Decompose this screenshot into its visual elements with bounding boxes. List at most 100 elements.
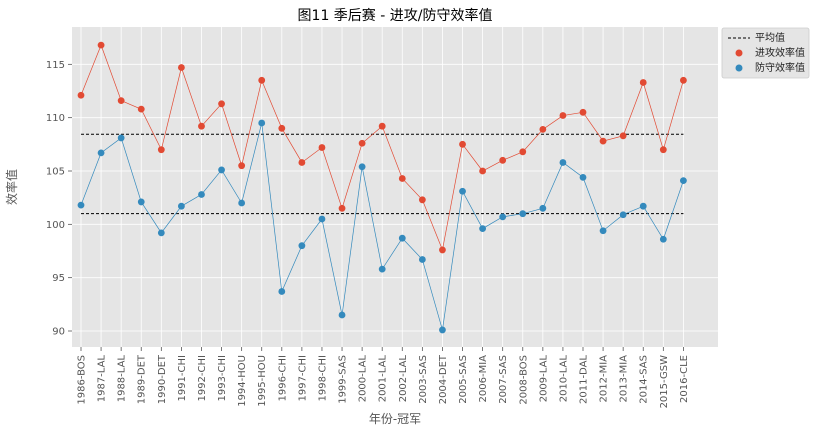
data-point	[378, 265, 386, 273]
data-point	[157, 229, 165, 237]
legend-offense-swatch	[735, 49, 743, 57]
legend-defense-label: 防守效率值	[755, 61, 805, 74]
grid	[72, 27, 718, 347]
data-point	[157, 146, 165, 154]
data-point	[579, 108, 587, 116]
data-point	[418, 256, 426, 263]
data-point	[198, 191, 205, 198]
x-tick-label: 2011-DAL	[579, 355, 590, 404]
x-tick-label: 1995-HOU	[257, 355, 268, 407]
x-axis: 1986-BOS 1987-LAL 1988-LAL 1989-DET 1990-DET…	[77, 347, 690, 408]
data-point	[77, 91, 85, 99]
x-tick-label: 1987-LAL	[97, 355, 108, 403]
data-point	[680, 76, 687, 84]
data-point	[97, 41, 105, 49]
data-point	[318, 144, 326, 151]
x-tick-label: 1998-CHI	[317, 355, 328, 402]
x-tick-label: 2000-LAL	[358, 355, 369, 403]
data-point	[278, 124, 286, 132]
x-axis-title: 年份-冠军	[369, 412, 421, 426]
y-tick-label: 110	[46, 113, 65, 124]
data-point	[639, 79, 647, 86]
x-tick-label: 1989-DET	[137, 354, 148, 404]
data-point	[459, 187, 466, 195]
data-point	[97, 149, 105, 157]
data-point	[619, 211, 627, 219]
x-tick-label: 2005-SAS	[458, 355, 469, 404]
data-point	[77, 201, 85, 209]
data-point	[258, 119, 266, 127]
plot-area	[72, 27, 718, 347]
x-tick-label: 1986-BOS	[77, 355, 88, 405]
data-point	[338, 311, 346, 319]
data-point	[439, 326, 446, 334]
x-tick-label: 2006-MIA	[478, 355, 489, 403]
data-point	[298, 242, 306, 250]
legend-average-label: 平均值	[755, 31, 785, 44]
data-point	[559, 159, 567, 166]
data-point	[619, 132, 627, 140]
data-point	[579, 174, 587, 181]
data-point	[439, 246, 446, 254]
x-tick-label: 1990-DET	[157, 354, 168, 404]
x-tick-label: 1999-SAS	[338, 355, 349, 404]
chart-title: 图11 季后赛 - 进攻/防守效率值	[298, 7, 493, 24]
data-point	[117, 97, 125, 104]
x-tick-label: 1992-CHI	[197, 355, 208, 402]
x-tick-label: 2008-BOS	[518, 355, 529, 405]
x-tick-label: 1997-CHI	[297, 355, 308, 402]
data-point	[539, 204, 547, 212]
data-point	[218, 166, 225, 174]
x-tick-label: 2001-LAL	[378, 355, 389, 403]
series-layer	[77, 41, 687, 334]
data-point	[398, 175, 406, 182]
series-defense	[77, 119, 687, 334]
data-point	[499, 213, 507, 221]
data-point	[178, 64, 185, 71]
data-point	[338, 204, 346, 212]
x-tick-label: 2010-LAL	[558, 355, 569, 403]
y-axis-title: 效率值	[4, 169, 19, 205]
series-offense	[77, 41, 687, 254]
x-tick-label: 2009-LAL	[538, 355, 549, 403]
data-point	[639, 202, 647, 210]
data-point	[298, 159, 306, 166]
data-point	[238, 199, 246, 207]
legend-defense-swatch	[735, 64, 743, 72]
x-tick-label: 1991-CHI	[177, 355, 188, 402]
data-point	[258, 76, 266, 84]
x-tick-label: 2007-SAS	[498, 355, 509, 404]
data-point	[137, 105, 145, 113]
data-point	[519, 148, 527, 156]
x-tick-label: 1988-LAL	[117, 355, 128, 403]
y-tick-label: 95	[52, 273, 65, 284]
data-point	[358, 139, 366, 147]
y-tick-label: 115	[46, 60, 65, 71]
data-point	[318, 215, 326, 223]
data-point	[559, 112, 567, 119]
y-tick-label: 90	[52, 327, 65, 338]
x-tick-label: 1996-CHI	[277, 355, 288, 402]
data-point	[218, 100, 225, 108]
y-tick-label: 105	[46, 167, 65, 178]
data-point	[238, 162, 246, 170]
x-tick-label: 1993-CHI	[217, 355, 228, 402]
y-axis: 90 95 100 105 110 115	[46, 60, 72, 338]
data-point	[680, 177, 687, 185]
data-point	[599, 137, 607, 145]
legend-offense-label: 进攻效率值	[755, 46, 805, 59]
data-point	[358, 163, 366, 171]
data-point	[479, 167, 486, 175]
x-tick-label: 1994-HOU	[237, 355, 248, 407]
data-point	[198, 122, 205, 130]
data-point	[117, 134, 125, 142]
average-lines	[81, 133, 684, 215]
x-tick-label: 2013-MIA	[619, 355, 630, 403]
data-point	[519, 210, 527, 218]
x-tick-label: 2015-GSW	[659, 355, 670, 409]
legend-box	[721, 27, 810, 79]
data-point	[479, 225, 486, 233]
data-point	[659, 235, 667, 243]
x-tick-label: 2012-MIA	[599, 355, 610, 403]
x-tick-label: 2014-SAS	[639, 355, 650, 404]
